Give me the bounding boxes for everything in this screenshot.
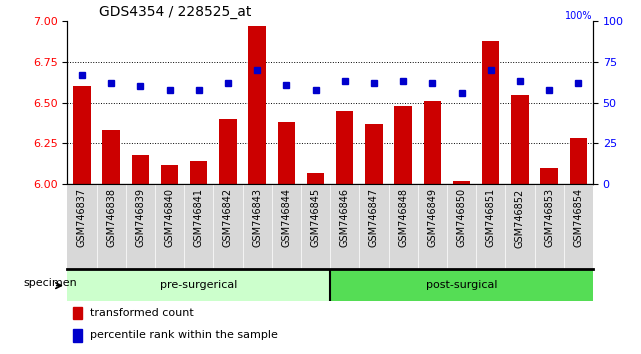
- Text: percentile rank within the sample: percentile rank within the sample: [90, 330, 278, 340]
- Text: GDS4354 / 228525_at: GDS4354 / 228525_at: [99, 5, 252, 19]
- Text: GSM746849: GSM746849: [428, 188, 437, 247]
- Text: pre-surgerical: pre-surgerical: [160, 280, 237, 290]
- Bar: [72, 307, 82, 319]
- Text: 100%: 100%: [565, 11, 593, 21]
- FancyBboxPatch shape: [67, 269, 330, 301]
- Bar: [307, 173, 324, 184]
- Text: GSM746844: GSM746844: [281, 188, 291, 247]
- Text: GSM746839: GSM746839: [135, 188, 146, 247]
- Text: GSM746848: GSM746848: [398, 188, 408, 247]
- Text: GSM746854: GSM746854: [573, 188, 583, 247]
- Bar: [161, 165, 178, 184]
- Bar: [453, 181, 470, 184]
- Bar: [570, 138, 587, 184]
- Bar: [73, 86, 90, 184]
- Text: GSM746840: GSM746840: [165, 188, 174, 247]
- Bar: [248, 26, 266, 184]
- Text: GSM746841: GSM746841: [194, 188, 204, 247]
- Bar: [72, 329, 82, 342]
- Bar: [511, 95, 529, 184]
- Bar: [482, 41, 499, 184]
- Text: GSM746845: GSM746845: [310, 188, 320, 247]
- Text: GSM746850: GSM746850: [456, 188, 467, 247]
- Text: specimen: specimen: [24, 278, 78, 289]
- Bar: [424, 101, 441, 184]
- Bar: [278, 122, 295, 184]
- Text: GSM746846: GSM746846: [340, 188, 350, 247]
- Text: transformed count: transformed count: [90, 308, 194, 318]
- Bar: [131, 155, 149, 184]
- Bar: [540, 168, 558, 184]
- Bar: [336, 111, 353, 184]
- Text: GSM746853: GSM746853: [544, 188, 554, 247]
- Text: GSM746852: GSM746852: [515, 188, 525, 247]
- Text: GSM746843: GSM746843: [252, 188, 262, 247]
- Text: GSM746842: GSM746842: [223, 188, 233, 247]
- Text: GSM746851: GSM746851: [486, 188, 495, 247]
- Text: GSM746838: GSM746838: [106, 188, 116, 247]
- Bar: [394, 106, 412, 184]
- Bar: [190, 161, 208, 184]
- Bar: [219, 119, 237, 184]
- FancyBboxPatch shape: [330, 269, 593, 301]
- Bar: [103, 130, 120, 184]
- Bar: [365, 124, 383, 184]
- Text: post-surgical: post-surgical: [426, 280, 497, 290]
- Text: GSM746847: GSM746847: [369, 188, 379, 247]
- Text: GSM746837: GSM746837: [77, 188, 87, 247]
